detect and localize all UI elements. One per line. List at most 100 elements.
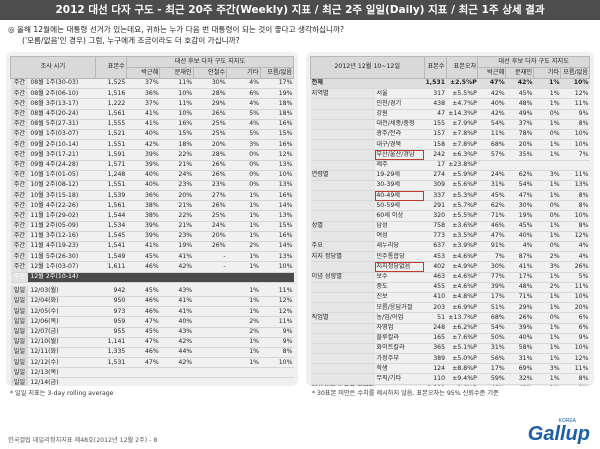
row-value: 1% <box>533 272 561 283</box>
row-value: 2% <box>226 241 261 253</box>
detail-row: 가정주부 389 ±5.0%P 56% 31% 1% 12% <box>310 353 590 365</box>
row-value: 1% <box>533 302 561 314</box>
row-value: 11% <box>260 286 294 297</box>
row-value: 1% <box>533 353 561 365</box>
row-value: 43% <box>505 384 534 386</box>
row-period: 08월 5주(27-31) <box>28 119 96 130</box>
gallup-logo: KOREA Gallup <box>528 418 590 444</box>
row-period: 12월 1주(03-07) <box>28 261 96 273</box>
detail-row: 블루칼라 165 ±7.6%P 50% 40% 1% 9% <box>310 333 590 344</box>
row-sample: 773 <box>424 231 447 243</box>
row-sample: 1,141 <box>95 337 127 348</box>
row-value: 47% <box>126 316 160 328</box>
row-value: 31% <box>477 180 506 192</box>
row-type: 일일 <box>10 316 29 328</box>
total-value: 10% <box>560 78 590 90</box>
row-period: 12/10(월) <box>28 337 96 348</box>
row-value: 32% <box>505 373 534 385</box>
row-value: 11% <box>159 78 194 90</box>
row-value <box>260 377 294 386</box>
row-value: 16% <box>260 190 294 202</box>
row-value: - <box>193 261 227 273</box>
row-sample: 124 <box>424 363 447 375</box>
row-value: 1% <box>226 306 261 318</box>
row-value: 39% <box>126 160 160 171</box>
row-sample: 17 <box>424 160 447 171</box>
row-value: 71% <box>477 210 506 222</box>
row-value: 54% <box>505 180 534 192</box>
row-label: 중도 <box>375 282 425 293</box>
row-value: 0% <box>533 312 561 324</box>
row-period: 12/11(화) <box>28 347 96 359</box>
row-value <box>126 367 160 379</box>
row-sample: 410 <box>424 292 447 304</box>
svg-text:KOREA: KOREA <box>558 418 576 424</box>
row-value: 0% <box>226 149 261 161</box>
total-row: 전체 1,531 ±2.5%P 47% 42% 1% 10% <box>310 78 590 90</box>
row-group: 지지 정당별 <box>310 251 376 263</box>
detail-rows: 전체 1,531 ±2.5%P 47% 42% 1% 10% 지역별 서울 317 ±… <box>310 78 590 386</box>
row-value: 68% <box>477 312 506 324</box>
row-value: 46% <box>126 261 160 273</box>
row-value: 1% <box>533 119 561 130</box>
row-value: 12% <box>260 296 294 308</box>
row-value: 18% <box>260 109 294 120</box>
row-value: 4% <box>505 241 534 253</box>
row-sample: 1,549 <box>95 251 127 263</box>
header-detail-period: 2012년 12월 10~12일 <box>310 56 425 79</box>
row-group <box>310 343 376 355</box>
weekly-row: 주간 09월 3주(17-21) 1,591 39% 22% 28% 0% 12% <box>10 149 294 161</box>
row-period: 08월 4주(20-24) <box>28 109 96 120</box>
header-col: 모름/없음 <box>259 67 295 79</box>
row-label: 서울 <box>375 88 425 100</box>
row-error: ±4.6%P <box>446 282 478 293</box>
row-sample: 155 <box>424 119 447 130</box>
row-value <box>226 377 261 386</box>
row-value: 16% <box>260 119 294 130</box>
row-sample: 47 <box>424 109 447 120</box>
detail-row: 대구/경북 158 ±7.8%P 68% 20% 1% 10% <box>310 139 590 151</box>
row-period: 10월 3주(15-18) <box>28 190 96 202</box>
row-value: 77% <box>477 272 506 283</box>
row-type: 주간 <box>10 231 29 243</box>
detail-row: 60세 이상 320 ±5.5%P 71% 19% 0% 10% <box>310 210 590 222</box>
detail-row: 이념 성향별 보수 463 ±4.6%P 77% 17% 1% 5% <box>310 272 590 283</box>
row-value: 41% <box>159 296 194 308</box>
row-value: 46% <box>126 306 160 318</box>
row-sample: 320 <box>424 210 447 222</box>
row-value: 40% <box>126 170 160 181</box>
row-sample: 959 <box>95 316 127 328</box>
row-value: 13% <box>560 180 590 192</box>
row-value: 30% <box>477 261 506 273</box>
header-detail-error: 표본오차 <box>445 56 479 79</box>
row-value: 87% <box>505 251 534 263</box>
weekly-row: 주간 08월 1주(30-03) 1,525 37% 11% 30% 4% 17% <box>10 78 294 90</box>
row-value: 8% <box>560 200 590 212</box>
row-group: 성별 <box>310 221 376 232</box>
row-value: 16% <box>260 231 294 243</box>
row-type: 일일 <box>10 377 29 386</box>
row-error: ±14.3%P <box>446 109 478 120</box>
row-value: 0% <box>226 170 261 181</box>
row-value <box>193 286 227 297</box>
row-sample: 1,555 <box>95 119 127 130</box>
row-value: 1% <box>226 210 261 222</box>
row-sample: 1,544 <box>95 210 127 222</box>
row-value: 8% <box>260 347 294 359</box>
row-value <box>226 272 261 283</box>
row-group: 지역별 <box>310 88 376 100</box>
row-value: 44% <box>159 347 194 359</box>
row-type: 주간 <box>10 139 29 151</box>
detail-row: 광주/전라 157 ±7.8%P 11% 78% 0% 10% <box>310 129 590 141</box>
row-value: 29% <box>193 98 227 110</box>
row-value: 10% <box>560 129 590 141</box>
row-sample: 365 <box>424 343 447 355</box>
row-value: 40% <box>126 129 160 141</box>
row-value: 15% <box>159 129 194 141</box>
row-sample: 1,516 <box>95 88 127 100</box>
row-value: 47% <box>505 190 534 202</box>
row-value: 9% <box>260 337 294 348</box>
row-type: 주간 <box>10 261 29 273</box>
row-value: 45% <box>126 327 160 338</box>
row-value: 23% <box>193 180 227 192</box>
